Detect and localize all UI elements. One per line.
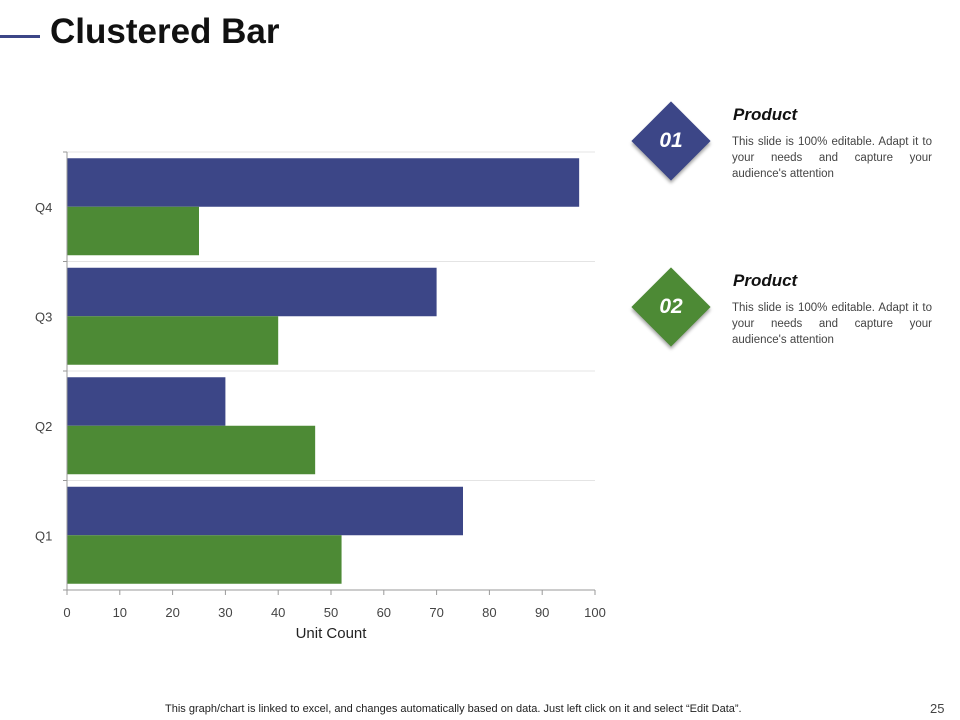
- x-tick-label: 60: [377, 605, 391, 620]
- bar-q2-series-1[interactable]: [67, 377, 226, 426]
- x-tick-label: 0: [63, 605, 70, 620]
- x-tick-label: 20: [165, 605, 179, 620]
- feature-description: This slide is 100% editable. Adapt it to…: [732, 302, 932, 346]
- bar-q1-series-2[interactable]: [67, 535, 342, 584]
- slide-title: Clustered Bar: [50, 12, 280, 51]
- feature-item-02: 02 Product This slide is 100% editable. …: [631, 267, 944, 350]
- feature-number: 02: [659, 295, 683, 318]
- x-tick-label: 10: [113, 605, 127, 620]
- bar-q1-series-1[interactable]: [67, 486, 463, 536]
- y-tick-label: Q4: [35, 200, 52, 215]
- x-tick-label: 40: [271, 605, 285, 620]
- y-tick-label: Q2: [35, 419, 52, 434]
- x-tick-label: 90: [535, 605, 549, 620]
- x-tick-label: 100: [584, 605, 606, 620]
- x-tick-label: 50: [324, 605, 338, 620]
- x-tick-label: 80: [482, 605, 496, 620]
- y-tick-label: Q1: [35, 528, 52, 543]
- feature-number: 01: [659, 129, 683, 152]
- x-axis-title: Unit Count: [296, 625, 368, 642]
- feature-item-01: 01 Product This slide is 100% editable. …: [631, 101, 944, 184]
- title-accent-line: [0, 35, 40, 38]
- y-tick-label: Q3: [35, 309, 52, 324]
- bar-q4-series-2[interactable]: [67, 206, 199, 256]
- bar-q2-series-2[interactable]: [67, 425, 316, 475]
- feature-description: This slide is 100% editable. Adapt it to…: [732, 136, 932, 180]
- page-number: 25: [930, 701, 945, 716]
- feature-title: Product: [733, 271, 798, 290]
- feature-title: Product: [733, 105, 798, 124]
- x-tick-label: 70: [429, 605, 443, 620]
- x-tick-label: 30: [218, 605, 232, 620]
- bar-q3-series-1[interactable]: [67, 267, 437, 317]
- bar-q4-series-1[interactable]: [67, 158, 580, 207]
- footer-note: This graph/chart is linked to excel, and…: [165, 703, 742, 715]
- bar-q3-series-2[interactable]: [67, 316, 279, 365]
